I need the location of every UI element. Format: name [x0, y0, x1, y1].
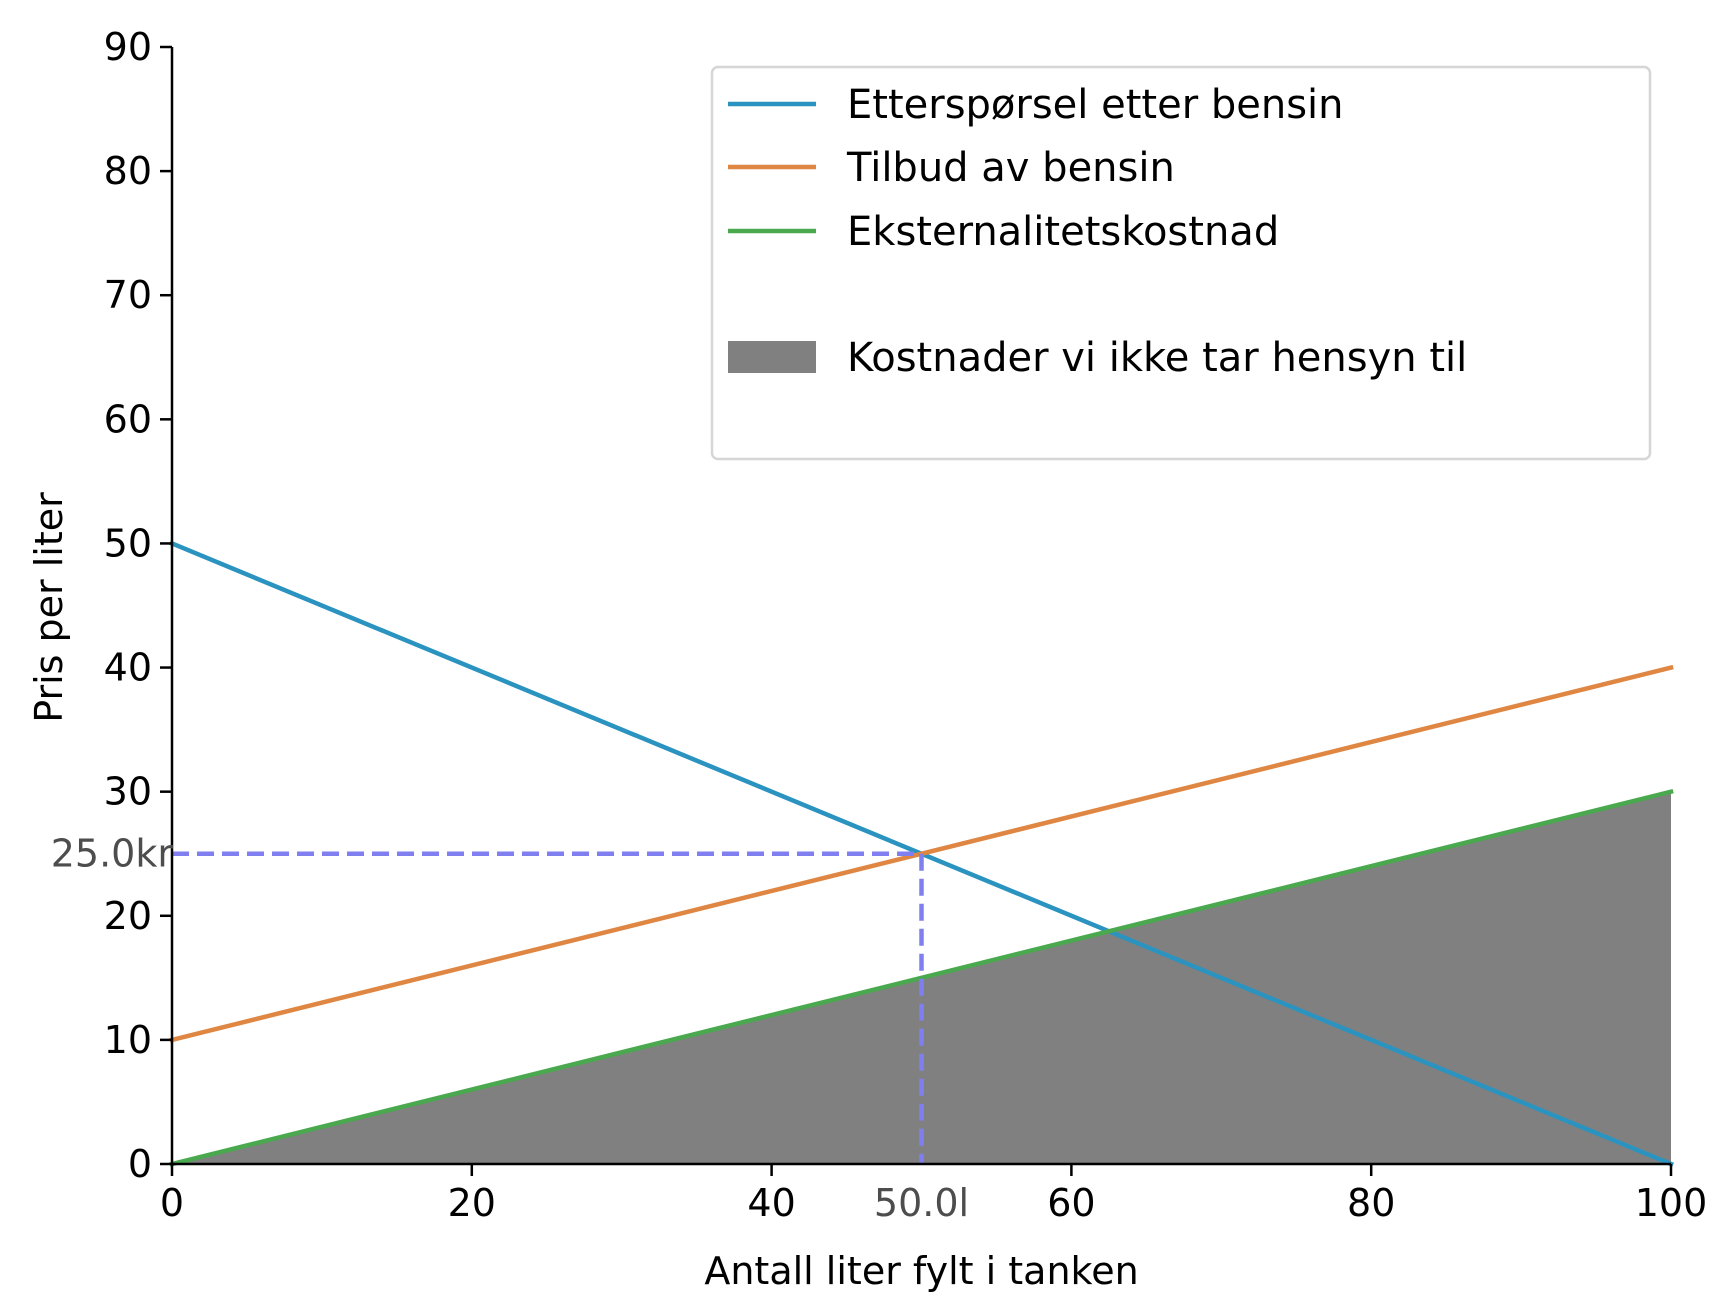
y-tick-label-90: 90	[104, 25, 152, 69]
x-tick-label-0: 0	[160, 1181, 184, 1225]
plot-area	[169, 540, 1674, 1167]
y-tick-label-60: 60	[104, 397, 152, 441]
x-tick-label-60: 60	[1047, 1181, 1095, 1225]
y-tick-label-0: 0	[128, 1142, 152, 1186]
x-tick-label-40: 40	[747, 1181, 795, 1225]
x-axis-label: Antall liter fylt i tanken	[704, 1249, 1138, 1293]
y-tick-label-40: 40	[104, 646, 152, 690]
equilibrium-y-label: 25.0kr	[51, 832, 174, 876]
x-tick-label-20: 20	[448, 1181, 496, 1225]
y-axis-label: Pris per liter	[27, 492, 71, 723]
equilibrium-x-label: 50.0l	[874, 1181, 969, 1225]
legend-label-1: Tilbud av bensin	[846, 145, 1175, 191]
legend-label-area: Kostnader vi ikke tar hensyn til	[847, 335, 1467, 381]
legend-label-0: Etterspørsel etter bensin	[847, 82, 1344, 128]
y-tick-label-30: 30	[104, 770, 152, 814]
legend: Etterspørsel etter bensin Tilbud av bensi…	[710, 65, 1652, 461]
y-tick-label-70: 70	[104, 273, 152, 317]
y-tick-label-50: 50	[104, 521, 152, 565]
legend-box	[710, 65, 1652, 461]
legend-label-2: Eksternalitetskostnad	[847, 209, 1279, 255]
x-tick-label-100: 100	[1635, 1181, 1708, 1225]
y-tick-label-20: 20	[104, 894, 152, 938]
legend-swatch-area	[728, 341, 816, 373]
axes: 0 20 40 60 80 100 0 10 20 30 40 50 60 70 80 90 50.0l 25.0…	[51, 25, 1708, 1225]
y-tick-label-10: 10	[104, 1018, 152, 1062]
y-tick-label-80: 80	[104, 149, 152, 193]
x-tick-label-80: 80	[1347, 1181, 1395, 1225]
series-line-2	[169, 788, 1674, 1167]
